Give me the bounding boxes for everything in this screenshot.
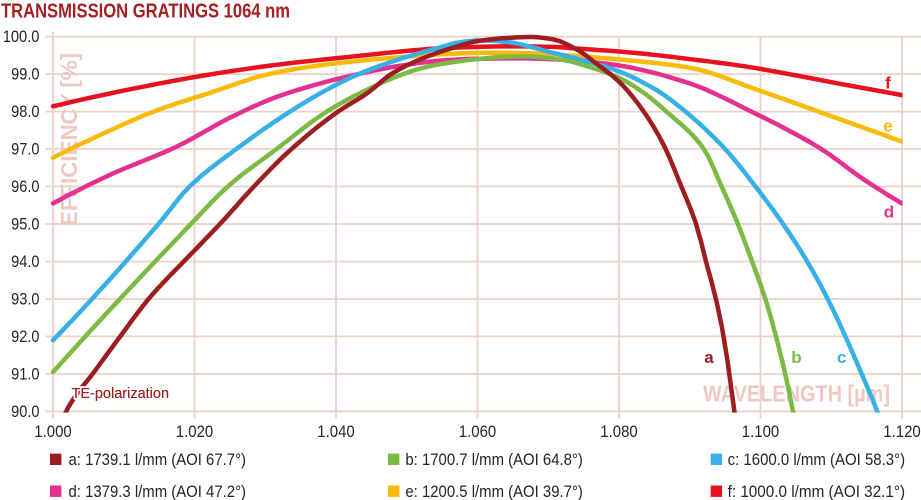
svg-text:96.0: 96.0 bbox=[11, 178, 39, 196]
svg-text:c: c bbox=[837, 348, 846, 367]
svg-text:d: d bbox=[884, 202, 894, 221]
svg-text:1.020: 1.020 bbox=[176, 423, 213, 441]
svg-text:e: e bbox=[883, 117, 892, 136]
svg-text:TE-polarization: TE-polarization bbox=[72, 386, 170, 402]
svg-text:e: 1200.5 l/mm (AOI 39.7°): e: 1200.5 l/mm (AOI 39.7°) bbox=[405, 483, 583, 500]
svg-text:93.0: 93.0 bbox=[11, 291, 39, 309]
svg-text:d: 1379.3 l/mm (AOI 47.2°): d: 1379.3 l/mm (AOI 47.2°) bbox=[69, 483, 247, 500]
svg-text:95.0: 95.0 bbox=[11, 216, 39, 234]
svg-text:1.120: 1.120 bbox=[883, 423, 920, 441]
svg-text:f: 1000.0 l/mm (AOI 32.1°): f: 1000.0 l/mm (AOI 32.1°) bbox=[728, 483, 906, 500]
svg-text:97.0: 97.0 bbox=[11, 141, 39, 159]
svg-text:TE-polarization: TE-polarization bbox=[72, 386, 170, 402]
svg-text:99.0: 99.0 bbox=[11, 66, 39, 84]
svg-text:b: 1700.7 l/mm (AOI 64.8°): b: 1700.7 l/mm (AOI 64.8°) bbox=[405, 451, 583, 469]
svg-text:a: 1739.1 l/mm (AOI 67.7°): a: 1739.1 l/mm (AOI 67.7°) bbox=[69, 451, 247, 469]
svg-text:90.0: 90.0 bbox=[11, 403, 39, 421]
svg-text:91.0: 91.0 bbox=[11, 366, 39, 384]
svg-text:1.040: 1.040 bbox=[317, 423, 354, 441]
svg-text:1.000: 1.000 bbox=[34, 423, 71, 441]
svg-text:98.0: 98.0 bbox=[11, 103, 39, 121]
svg-text:94.0: 94.0 bbox=[11, 253, 39, 271]
svg-text:92.0: 92.0 bbox=[11, 328, 39, 346]
svg-text:1.080: 1.080 bbox=[600, 423, 637, 441]
svg-text:TRANSMISSION GRATINGS 1064 nm: TRANSMISSION GRATINGS 1064 nm bbox=[1, 0, 290, 22]
svg-text:b: b bbox=[791, 348, 801, 367]
svg-text:f: f bbox=[885, 74, 891, 93]
svg-text:1.060: 1.060 bbox=[459, 423, 496, 441]
svg-text:100.0: 100.0 bbox=[3, 28, 40, 46]
svg-text:1.100: 1.100 bbox=[742, 423, 779, 441]
svg-text:c: 1600.0 l/mm (AOI 58.3°): c: 1600.0 l/mm (AOI 58.3°) bbox=[728, 451, 906, 469]
svg-text:a: a bbox=[704, 348, 714, 367]
